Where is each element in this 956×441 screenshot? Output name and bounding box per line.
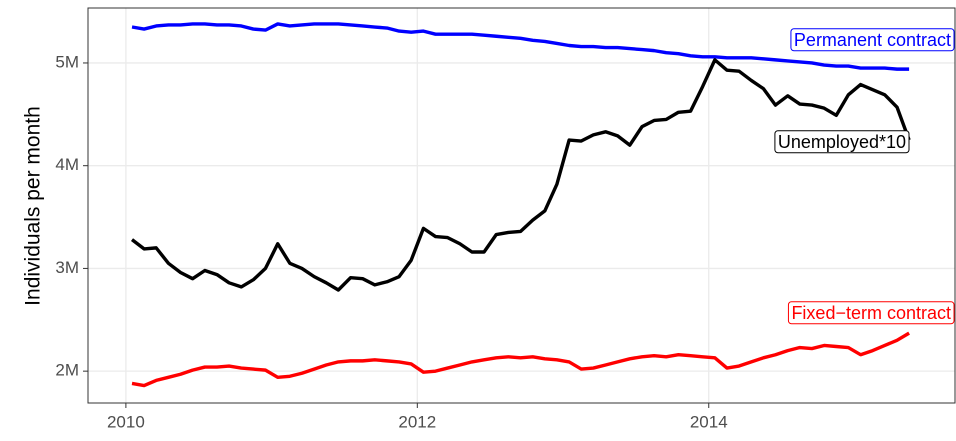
series-line [131, 22, 910, 71]
y-tick-label: 5M [55, 52, 79, 71]
x-tick-label: 2012 [398, 412, 436, 431]
y-tick-label: 4M [55, 155, 79, 174]
x-tick-label: 2010 [107, 412, 145, 431]
series-label: Permanent contract [794, 30, 951, 50]
y-tick-label: 2M [55, 361, 79, 380]
y-tick-label: 3M [55, 258, 79, 277]
label-box [790, 28, 955, 52]
x-tick-label: 2014 [690, 412, 728, 431]
series-label: Fixed−term contract [791, 303, 951, 323]
series-line [130, 58, 911, 292]
series-label: Unemployed*10 [778, 132, 906, 152]
label-box [787, 301, 955, 325]
series-line [131, 331, 910, 388]
y-axis-label: Individuals per month [22, 106, 45, 306]
label-box [774, 130, 910, 154]
panel-border [87, 7, 956, 404]
